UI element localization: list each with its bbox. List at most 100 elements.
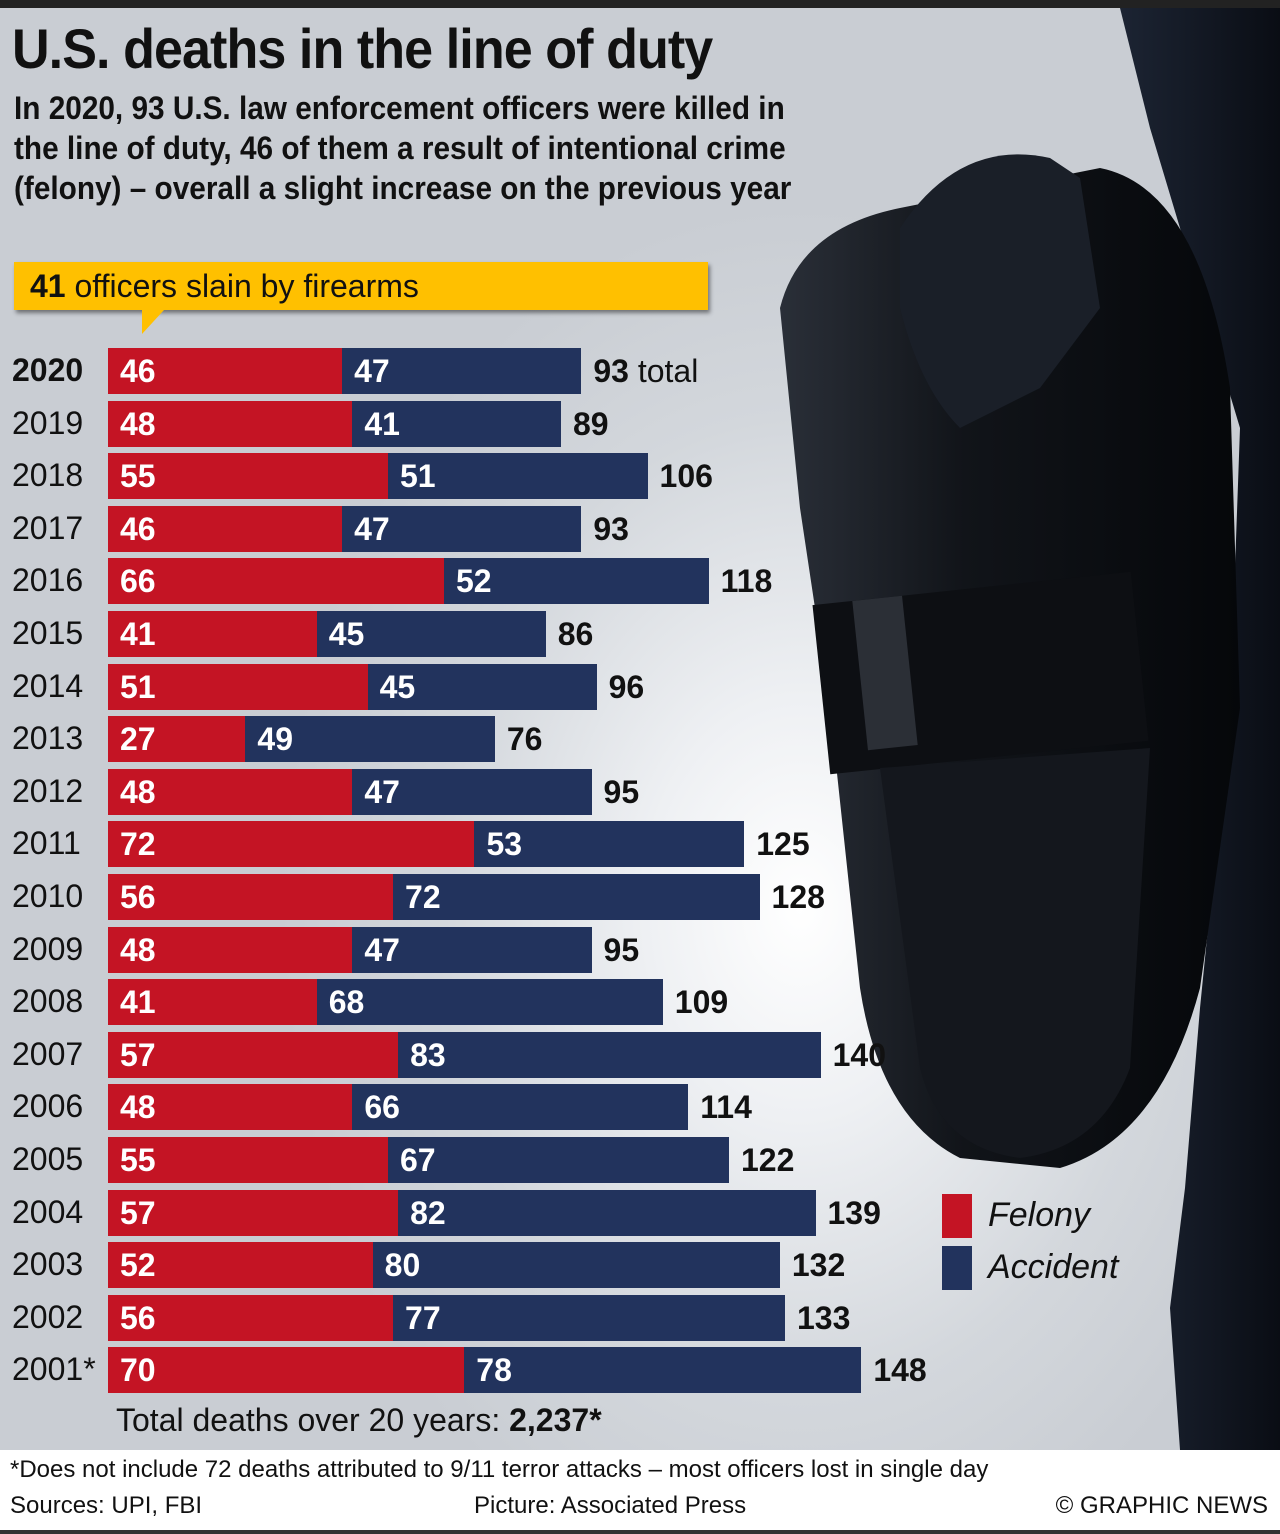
bar-row-2018: 2018 55 51 106 <box>0 453 1280 499</box>
felony-bar: 46 <box>108 506 343 552</box>
bar-row-2003: 2003 52 80 132 <box>0 1242 1280 1288</box>
bar-row-2008: 2008 41 68 109 <box>0 979 1280 1025</box>
felony-value-label: 46 <box>120 511 156 547</box>
year-label: 2014 <box>12 668 84 704</box>
total-value-label: 118 <box>720 563 773 599</box>
callout-number: 41 <box>30 268 66 304</box>
felony-value-label: 48 <box>120 406 156 442</box>
accident-value-label: 41 <box>364 406 400 442</box>
accident-value-label: 51 <box>399 458 436 494</box>
total-value-label: 114 <box>700 1089 752 1125</box>
year-label: 2001* <box>12 1351 96 1387</box>
holster-buckle-shape <box>852 595 918 751</box>
accident-bar: 52 <box>443 558 709 604</box>
legend-swatch-felony <box>942 1194 972 1238</box>
bar-row-2005: 2005 55 67 122 <box>0 1137 1280 1183</box>
felony-value-label: 48 <box>120 1089 156 1125</box>
bar-row-2006: 2006 48 66 114 <box>0 1084 1280 1130</box>
total-value-label: 140 <box>832 1037 886 1073</box>
holster-photo <box>780 8 1280 1450</box>
accident-bar: 72 <box>393 874 760 920</box>
year-label: 2010 <box>12 878 84 914</box>
felony-bar: 56 <box>108 1295 394 1341</box>
accident-bar: 47 <box>342 506 582 552</box>
felony-bar: 48 <box>108 769 353 815</box>
top-border <box>0 0 1280 8</box>
accident-value-label: 45 <box>379 669 416 705</box>
picture-credit: Picture: Associated Press <box>474 1492 747 1519</box>
bar-row-2016: 2016 66 52 118 <box>0 558 1280 604</box>
sources: Sources: UPI, FBI <box>10 1492 203 1519</box>
bar-row-2020: 2020 46 47 93 total <box>0 348 1280 394</box>
firearms-callout: 41 officers slain by firearms <box>14 262 708 334</box>
year-label: 2017 <box>12 510 84 546</box>
bar-row-2013: 2013 27 49 76 <box>0 716 1280 762</box>
holster-body-shape <box>880 748 1150 1158</box>
bar-row-2010: 2010 56 72 128 <box>0 874 1280 920</box>
total-value-label: 148 <box>873 1352 927 1388</box>
bottom-border <box>0 1530 1280 1534</box>
accident-bar: 45 <box>316 611 546 657</box>
felony-bar: 41 <box>108 611 317 657</box>
bar-row-2002: 2002 56 77 133 <box>0 1295 1280 1341</box>
accident-value-label: 47 <box>364 774 400 810</box>
accident-bar: 66 <box>352 1084 689 1130</box>
year-label: 2006 <box>12 1088 84 1124</box>
bar-row-2009: 2009 48 47 95 <box>0 927 1280 973</box>
holster-hood-shape <box>900 154 1100 428</box>
accident-value-label: 83 <box>410 1037 446 1073</box>
felony-bar: 55 <box>108 1137 388 1183</box>
callout-pointer <box>142 310 164 334</box>
felony-value-label: 52 <box>120 1247 156 1283</box>
felony-value-label: 55 <box>120 458 156 494</box>
total-value-label: 109 <box>674 984 729 1020</box>
year-label: 2007 <box>12 1036 84 1072</box>
accident-value-label: 68 <box>328 984 365 1020</box>
footnote: *Does not include 72 deaths attributed t… <box>10 1456 989 1483</box>
accident-value-label: 78 <box>476 1352 512 1388</box>
total-value-label: 93 <box>593 511 629 547</box>
bar-row-2014: 2014 51 45 96 <box>0 664 1280 710</box>
felony-bar: 48 <box>108 401 353 447</box>
bar-row-2007: 2007 57 83 140 <box>0 1032 1280 1078</box>
accident-bar: 53 <box>474 821 745 867</box>
accident-bar: 78 <box>464 1347 862 1393</box>
footer: *Does not include 72 deaths attributed t… <box>0 1450 1280 1534</box>
legend-label-felony: Felony <box>988 1196 1091 1234</box>
felony-value-label: 27 <box>120 721 156 757</box>
total-value-label: 132 <box>791 1247 846 1283</box>
year-label: 2015 <box>12 615 84 651</box>
total-value-label: 95 <box>603 932 640 968</box>
total-value-label: 122 <box>740 1142 795 1178</box>
copyright: © GRAPHIC NEWS <box>1055 1492 1268 1519</box>
felony-bar: 56 <box>108 874 394 920</box>
accident-bar: 47 <box>342 348 582 394</box>
felony-value-label: 57 <box>120 1037 156 1073</box>
accident-bar: 41 <box>352 401 561 447</box>
year-label: 2019 <box>12 405 84 441</box>
accident-value-label: 77 <box>405 1300 441 1336</box>
accident-bar: 67 <box>387 1137 729 1183</box>
accident-value-label: 82 <box>410 1195 446 1231</box>
felony-bar: 48 <box>108 1084 353 1130</box>
felony-value-label: 72 <box>120 826 156 862</box>
bar-row-2004: 2004 57 82 139 <box>0 1190 1280 1236</box>
bar-row-2001: 2001* 70 78 148 <box>0 1347 1280 1393</box>
accident-value-label: 67 <box>399 1142 436 1178</box>
year-label: 2012 <box>12 773 84 809</box>
bar-row-2017: 2017 46 47 93 <box>0 506 1280 552</box>
total-suffix: total <box>628 353 699 389</box>
felony-bar: 52 <box>108 1242 373 1288</box>
total-value-label: 128 <box>771 879 825 915</box>
accident-value-label: 53 <box>486 826 523 862</box>
felony-value-label: 48 <box>120 932 156 968</box>
total-value-label: 106 <box>659 458 713 494</box>
chart-subtitle: In 2020, 93 U.S. law enforcement officer… <box>14 90 792 206</box>
felony-bar: 46 <box>108 348 343 394</box>
year-label: 2009 <box>12 931 84 967</box>
total-value-label: 96 <box>608 669 645 705</box>
total-value-label: 93 total <box>593 353 699 389</box>
grand-total-value: 2,237* <box>509 1402 602 1438</box>
bar-row-2012: 2012 48 47 95 <box>0 769 1280 815</box>
year-label: 2011 <box>12 825 81 861</box>
